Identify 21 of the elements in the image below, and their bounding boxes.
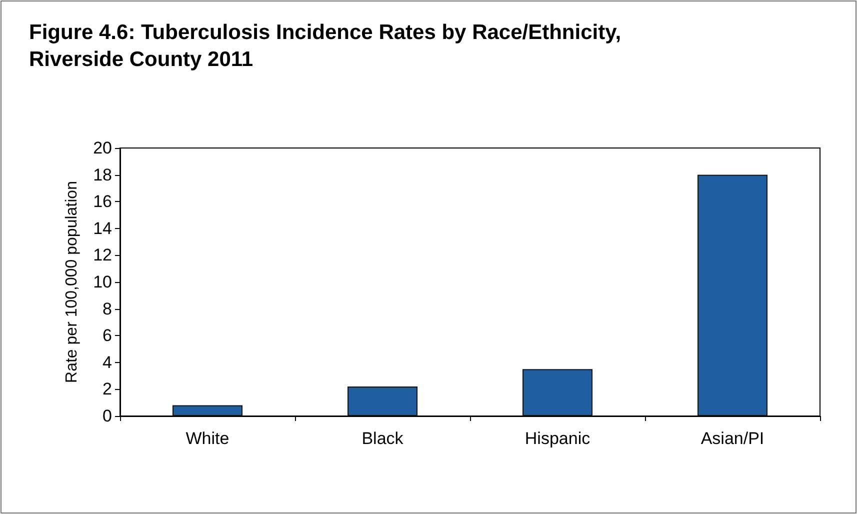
y-tick-label: 6	[102, 326, 112, 346]
y-tick-label: 10	[93, 272, 112, 292]
bar	[348, 386, 418, 416]
y-tick-label: 18	[93, 165, 112, 184]
y-tick-label: 16	[93, 192, 112, 212]
bar	[172, 405, 242, 416]
bar	[522, 369, 592, 416]
y-axis-title: Rate per 100,000 population	[64, 181, 80, 383]
y-tick-label: 2	[102, 380, 112, 399]
x-tick-label: Asian/PI	[700, 429, 764, 448]
x-tick-label: Black	[362, 429, 404, 448]
chart-title: Figure 4.6: Tuberculosis Incidence Rates by Race/Ethnicity, Riverside County 2011	[29, 21, 622, 71]
y-tick-label: 12	[93, 246, 112, 265]
bar	[698, 174, 768, 416]
x-tick-label: Hispanic	[524, 429, 591, 448]
y-tick-label: 0	[102, 406, 112, 426]
y-tick-label: 14	[93, 218, 112, 238]
y-tick-label: 8	[102, 299, 112, 318]
y-tick-label: 4	[102, 352, 112, 372]
y-tick-label: 20	[93, 138, 112, 158]
x-tick-label: White	[186, 429, 230, 448]
